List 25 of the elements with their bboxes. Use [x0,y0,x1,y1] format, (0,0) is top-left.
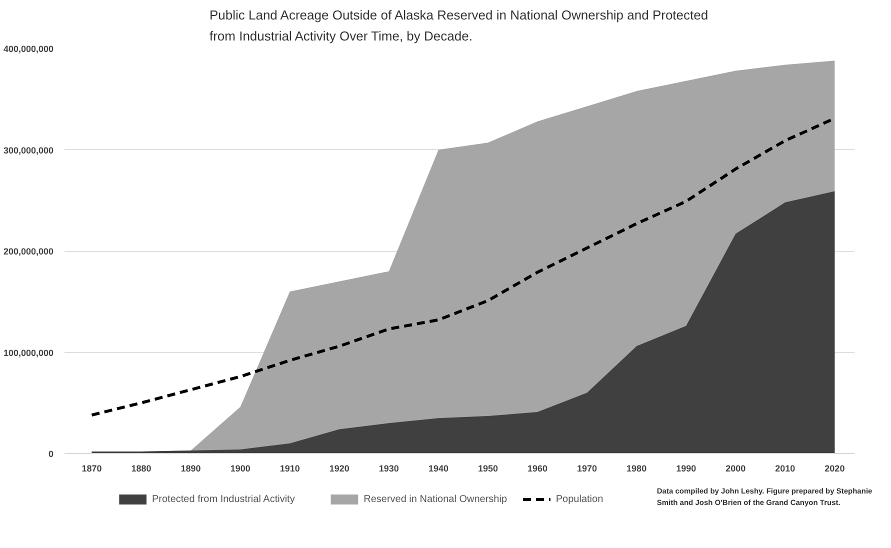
x-tick-label: 1890 [180,464,201,474]
x-tick-label: 1870 [82,464,102,474]
x-tick-label: 1950 [478,464,498,474]
x-tick-label: 1940 [428,464,448,474]
legend-label: Population [556,494,604,505]
x-tick-label: 1930 [378,464,399,474]
x-tick-label: 1880 [131,464,152,474]
y-tick-label: 100,000,000 [3,348,54,358]
x-tick-label: 1900 [230,464,250,474]
y-tick-label: 300,000,000 [3,145,54,156]
x-tick-label: 1990 [676,464,696,474]
y-tick-label: 200,000,000 [3,246,54,256]
x-tick-label: 1920 [329,464,350,474]
x-tick-label: 2000 [726,464,746,474]
x-tick-label: 2020 [824,464,845,474]
x-tick-label: 1980 [626,464,647,474]
chart-title: Public Land Acreage Outside of Alaska Reserved in National Ownership and Protected from Industrial Activity Over Time, by Decade. [209,8,708,44]
legend-label: Reserved in National Ownership [364,494,508,505]
y-tick-label: 400,000,000 [3,44,54,54]
legend-label: Protected from Industrial Activity [152,494,295,505]
x-tick-label: 1910 [280,464,300,474]
x-tick-label: 1960 [528,464,548,474]
x-tick-label: 1970 [577,464,598,474]
x-tick-label: 2010 [775,464,796,474]
y-tick-label: 0 [48,449,54,459]
